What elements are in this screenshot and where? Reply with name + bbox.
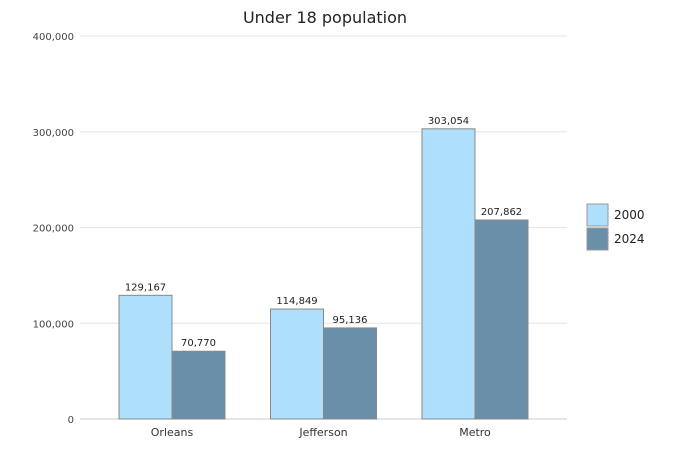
bar-2000 <box>118 294 173 420</box>
bar-2024 <box>474 219 529 420</box>
data-label: 70,770 <box>181 338 216 349</box>
legend-swatch-2000 <box>586 203 609 227</box>
y-tick-label: 100,000 <box>33 319 74 330</box>
legend-label: 2000 <box>614 208 645 222</box>
data-label: 303,054 <box>428 116 469 127</box>
legend-swatch-2024 <box>586 227 609 251</box>
x-tick-label: Metro <box>459 426 491 439</box>
bar-2000 <box>270 308 324 420</box>
y-tick-label: 0 <box>68 415 74 426</box>
data-label: 129,167 <box>125 282 166 293</box>
bar-2024 <box>323 327 377 420</box>
data-label: 114,849 <box>276 296 317 307</box>
data-label: 207,862 <box>481 207 522 218</box>
x-tick-label: Orleans <box>151 426 194 439</box>
y-tick-label: 300,000 <box>33 128 74 139</box>
bar-2024 <box>171 350 226 420</box>
y-tick-label: 200,000 <box>33 224 74 235</box>
bar-2000 <box>421 128 476 420</box>
legend-label: 2024 <box>614 232 645 246</box>
x-tick-label: Jefferson <box>298 426 347 439</box>
data-label: 95,136 <box>333 315 368 326</box>
chart-title: Under 18 population <box>242 8 408 27</box>
y-tick-label: 400,000 <box>33 32 74 43</box>
